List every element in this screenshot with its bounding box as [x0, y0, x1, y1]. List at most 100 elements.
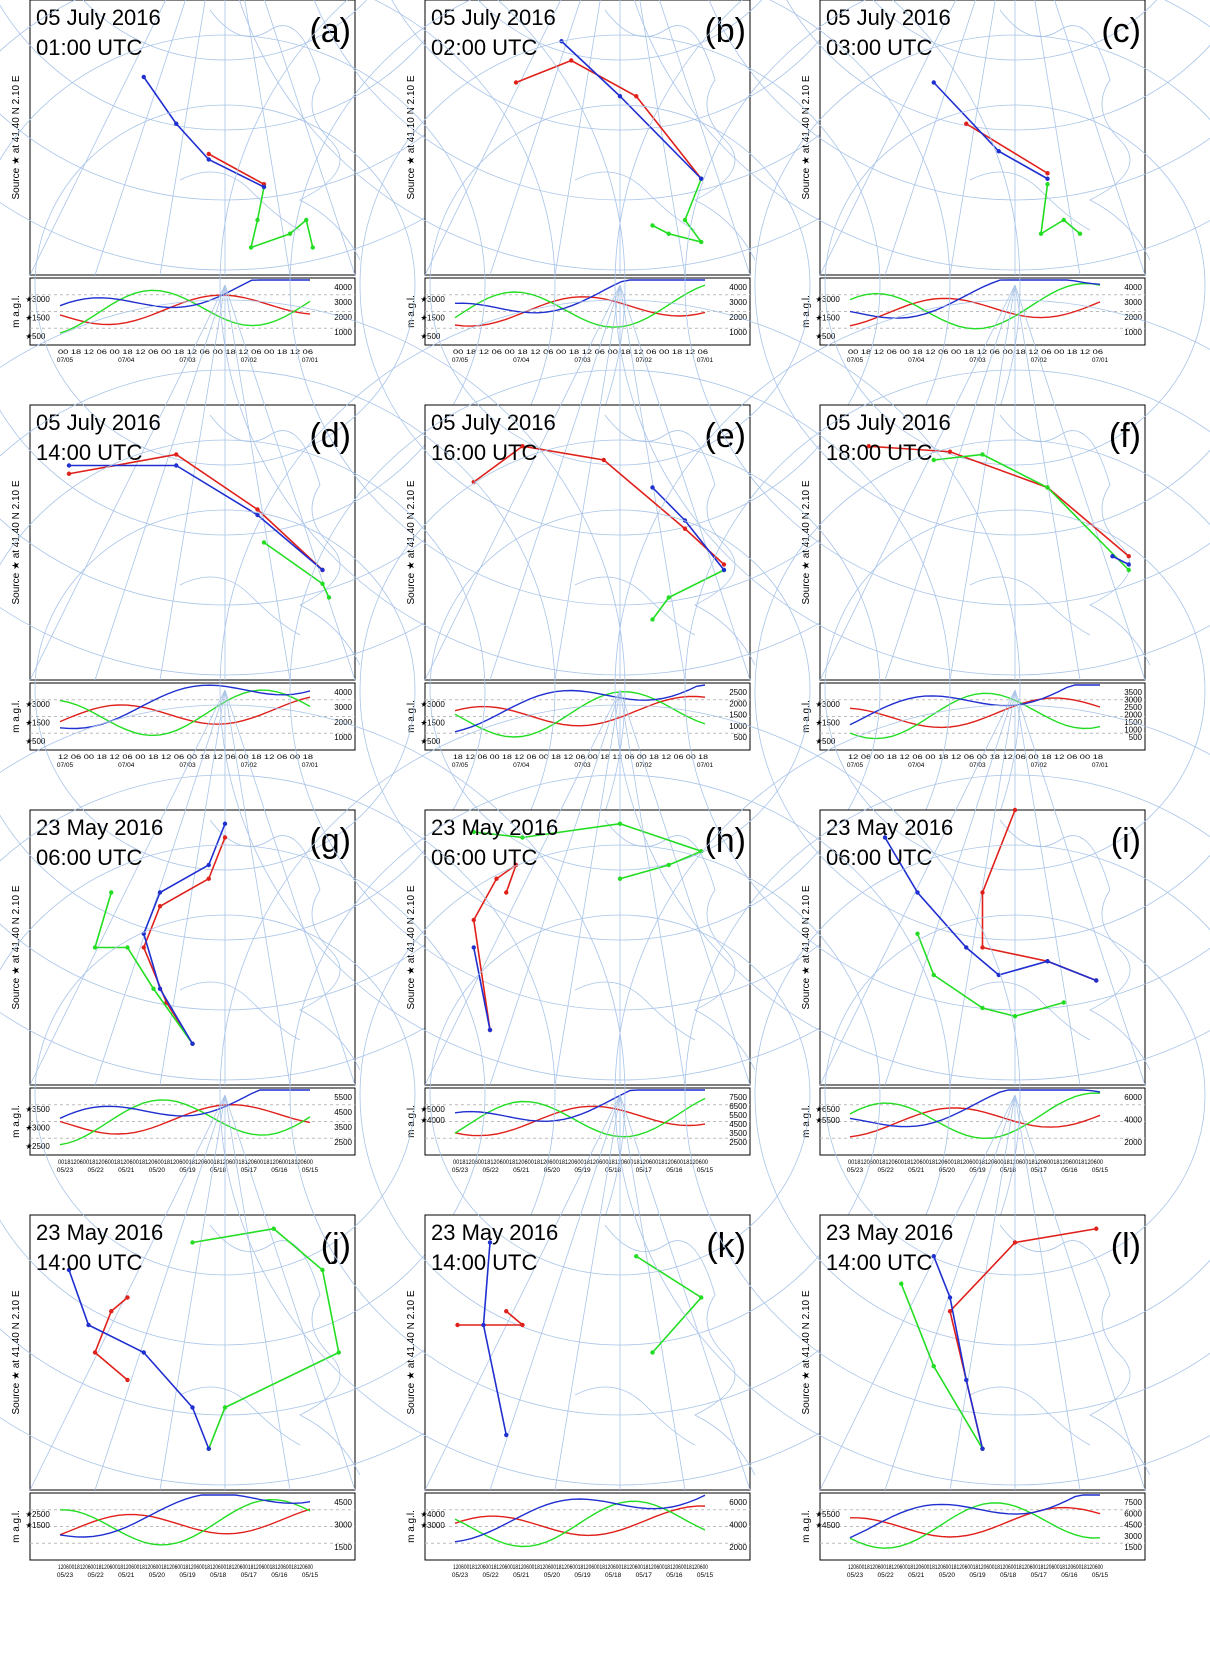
coastline	[179, 9, 361, 261]
source-star: ★	[815, 1105, 822, 1114]
trajectory-marker	[157, 890, 163, 895]
height-profile	[849, 692, 1101, 740]
right-tick-label: 4000	[729, 1521, 747, 1530]
meridian	[884, 1094, 1016, 1491]
height-profile	[849, 297, 1101, 327]
trajectory-marker	[109, 1309, 114, 1314]
x-date-label: 05/22	[877, 1167, 894, 1174]
x-date-label: 05/17	[241, 1167, 258, 1174]
trajectory-marker	[310, 245, 315, 250]
map-lines	[614, 0, 1210, 681]
x-date-label: 07/02	[241, 762, 258, 769]
x-date-label: 05/15	[302, 1572, 319, 1579]
trajectory-marker	[304, 217, 309, 223]
trajectory-marker	[1077, 231, 1083, 236]
trajectory-marker	[504, 1432, 509, 1438]
source-label: Source ★ at 41.40 N 2.10 E	[11, 885, 22, 1009]
height-profile	[454, 684, 706, 733]
x-date-label: 05/15	[697, 1572, 714, 1579]
trajectory-marker	[471, 945, 476, 950]
x-date-label: 05/18	[210, 1167, 227, 1174]
meridian	[619, 284, 686, 681]
map-lines	[0, 0, 626, 681]
meridian	[639, 0, 686, 276]
coastline	[574, 9, 756, 261]
left-tick-label: 3000	[822, 295, 840, 304]
panel-time: 06:00 UTC	[431, 845, 537, 870]
meridian	[1014, 1094, 1081, 1491]
trajectory-marker	[980, 890, 985, 895]
trajectory-marker	[1126, 567, 1131, 573]
source-label: Source ★ at 41.40 N 2.10 E	[801, 480, 812, 604]
x-date-label: 05/23	[847, 1167, 864, 1174]
x-time-labels: 00 18 12 06 00 18 12 06 00 18 12 06 00 1…	[58, 349, 314, 356]
meridian	[224, 1094, 356, 1491]
coastline	[969, 414, 1151, 666]
meridian	[619, 689, 686, 1086]
x-date-label: 07/02	[1031, 762, 1048, 769]
trajectory-marker	[520, 835, 525, 840]
right-tick-label: 7500	[729, 1093, 747, 1102]
trajectory-marker	[255, 507, 260, 512]
left-tick-label: 6500	[822, 1105, 840, 1114]
right-tick-label: 5500	[729, 1111, 747, 1120]
right-tick-label: 4000	[1124, 283, 1142, 292]
right-tick-label: 6000	[1124, 1509, 1142, 1518]
trajectory-marker	[931, 1364, 936, 1369]
trajectory-marker	[931, 80, 936, 85]
trajectory-marker	[569, 58, 574, 63]
x-time-labels: 1206001812060018120600181206001812060018…	[453, 1564, 708, 1571]
source-label: Source ★ at 41.40 N 2.10 E	[11, 75, 22, 199]
trajectory-marker	[1045, 176, 1050, 181]
trajectory-marker	[634, 1254, 639, 1259]
height-profile	[454, 1089, 705, 1123]
trajectory-marker	[964, 945, 969, 950]
trajectory-marker	[947, 1295, 953, 1300]
source-label: Source ★ at 41.40 N 2.10 E	[406, 885, 417, 1009]
trajectory-marker	[650, 1350, 655, 1355]
right-tick-label: 1000	[729, 328, 747, 337]
x-date-label: 05/16	[271, 1572, 288, 1579]
y-axis-label: m a.g.l.	[11, 1105, 22, 1138]
left-tick-label: 500	[822, 737, 836, 746]
trajectory-marker	[964, 1377, 969, 1383]
trajectory-marker	[174, 121, 179, 126]
trajectory-marker	[190, 1405, 195, 1410]
trajectory-marker	[320, 581, 325, 586]
meridian	[29, 1094, 226, 1491]
left-tick-label: 500	[427, 737, 441, 746]
trajectory	[142, 823, 226, 1045]
source-label: Source ★ at 41.40 N 2.10 E	[801, 1290, 812, 1414]
meridian	[94, 0, 186, 276]
trajectory-marker	[915, 931, 920, 936]
panel-time: 14:00 UTC	[826, 1250, 932, 1275]
left-tick-label: 3000	[32, 1124, 50, 1133]
trajectory-marker	[271, 1226, 276, 1231]
panel-date: 05 July 2016	[826, 410, 951, 435]
right-tick-label: 3000	[1124, 298, 1142, 307]
x-date-label: 05/20	[544, 1167, 561, 1174]
x-date-label: 05/19	[969, 1572, 986, 1579]
trajectory	[884, 837, 1097, 982]
right-tick-label: 3500	[1124, 688, 1142, 697]
meridian	[94, 689, 226, 1086]
trajectory-marker	[261, 184, 267, 190]
trajectory-marker	[190, 1240, 195, 1245]
panel-label: (j)	[321, 1227, 351, 1265]
meridian	[619, 1094, 686, 1491]
trajectory-marker	[92, 1350, 98, 1355]
meridian	[619, 689, 751, 1086]
height-profile	[849, 697, 1101, 729]
left-tick-label: 4000	[427, 1116, 445, 1125]
coastline	[179, 414, 361, 666]
right-tick-label: 4500	[729, 1120, 747, 1129]
x-date-label: 07/05	[57, 762, 74, 769]
meridian	[94, 284, 226, 681]
trajectory-marker	[141, 74, 146, 80]
left-tick-label: 500	[427, 332, 441, 341]
trajectory-marker	[721, 567, 727, 573]
map-lines	[0, 299, 626, 1086]
x-date-label: 05/17	[1031, 1167, 1048, 1174]
x-date-label: 05/22	[482, 1572, 499, 1579]
x-date-label: 05/17	[241, 1572, 258, 1579]
